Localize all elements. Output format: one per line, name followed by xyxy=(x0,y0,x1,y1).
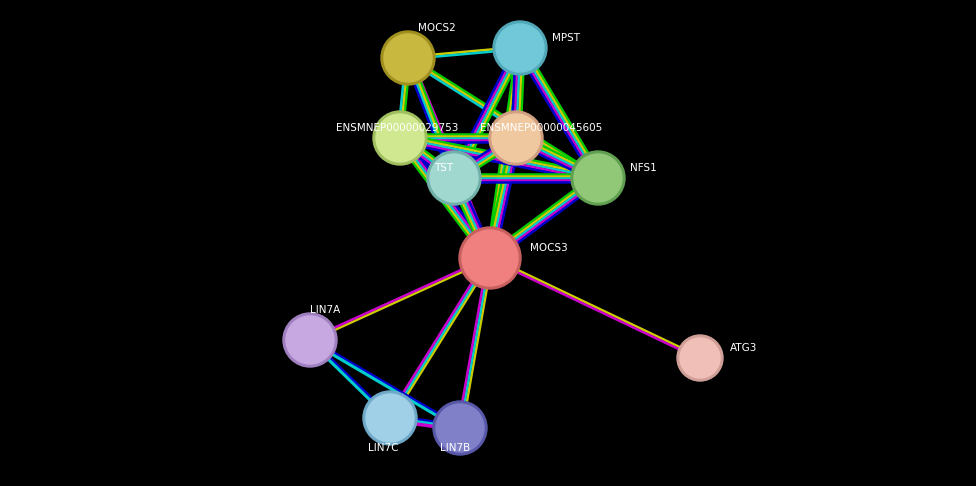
Text: ATG3: ATG3 xyxy=(730,343,757,353)
Text: MPST: MPST xyxy=(552,33,580,43)
Circle shape xyxy=(381,31,435,85)
Circle shape xyxy=(492,114,540,162)
Circle shape xyxy=(373,111,427,165)
Text: MOCS2: MOCS2 xyxy=(418,23,456,33)
Circle shape xyxy=(574,154,622,202)
Circle shape xyxy=(376,114,424,162)
Circle shape xyxy=(427,151,481,205)
Text: LIN7C: LIN7C xyxy=(368,443,398,453)
Circle shape xyxy=(493,21,547,75)
Circle shape xyxy=(283,313,337,367)
Circle shape xyxy=(433,401,487,455)
Text: MOCS3: MOCS3 xyxy=(530,243,568,253)
Circle shape xyxy=(286,316,334,364)
Text: LIN7B: LIN7B xyxy=(440,443,470,453)
Circle shape xyxy=(430,154,478,202)
Circle shape xyxy=(489,111,543,165)
Circle shape xyxy=(436,404,484,452)
Circle shape xyxy=(462,230,518,286)
Text: ENSMNEP00000029753: ENSMNEP00000029753 xyxy=(336,123,459,133)
Text: TST: TST xyxy=(434,163,453,173)
Circle shape xyxy=(459,227,521,289)
Circle shape xyxy=(496,24,544,72)
Circle shape xyxy=(680,338,720,378)
Text: NFS1: NFS1 xyxy=(630,163,657,173)
Text: ENSMNEP00000045605: ENSMNEP00000045605 xyxy=(480,123,602,133)
Circle shape xyxy=(571,151,625,205)
Circle shape xyxy=(677,335,723,381)
Circle shape xyxy=(384,34,432,82)
Circle shape xyxy=(366,394,414,442)
Text: LIN7A: LIN7A xyxy=(310,305,341,315)
Circle shape xyxy=(363,391,417,445)
